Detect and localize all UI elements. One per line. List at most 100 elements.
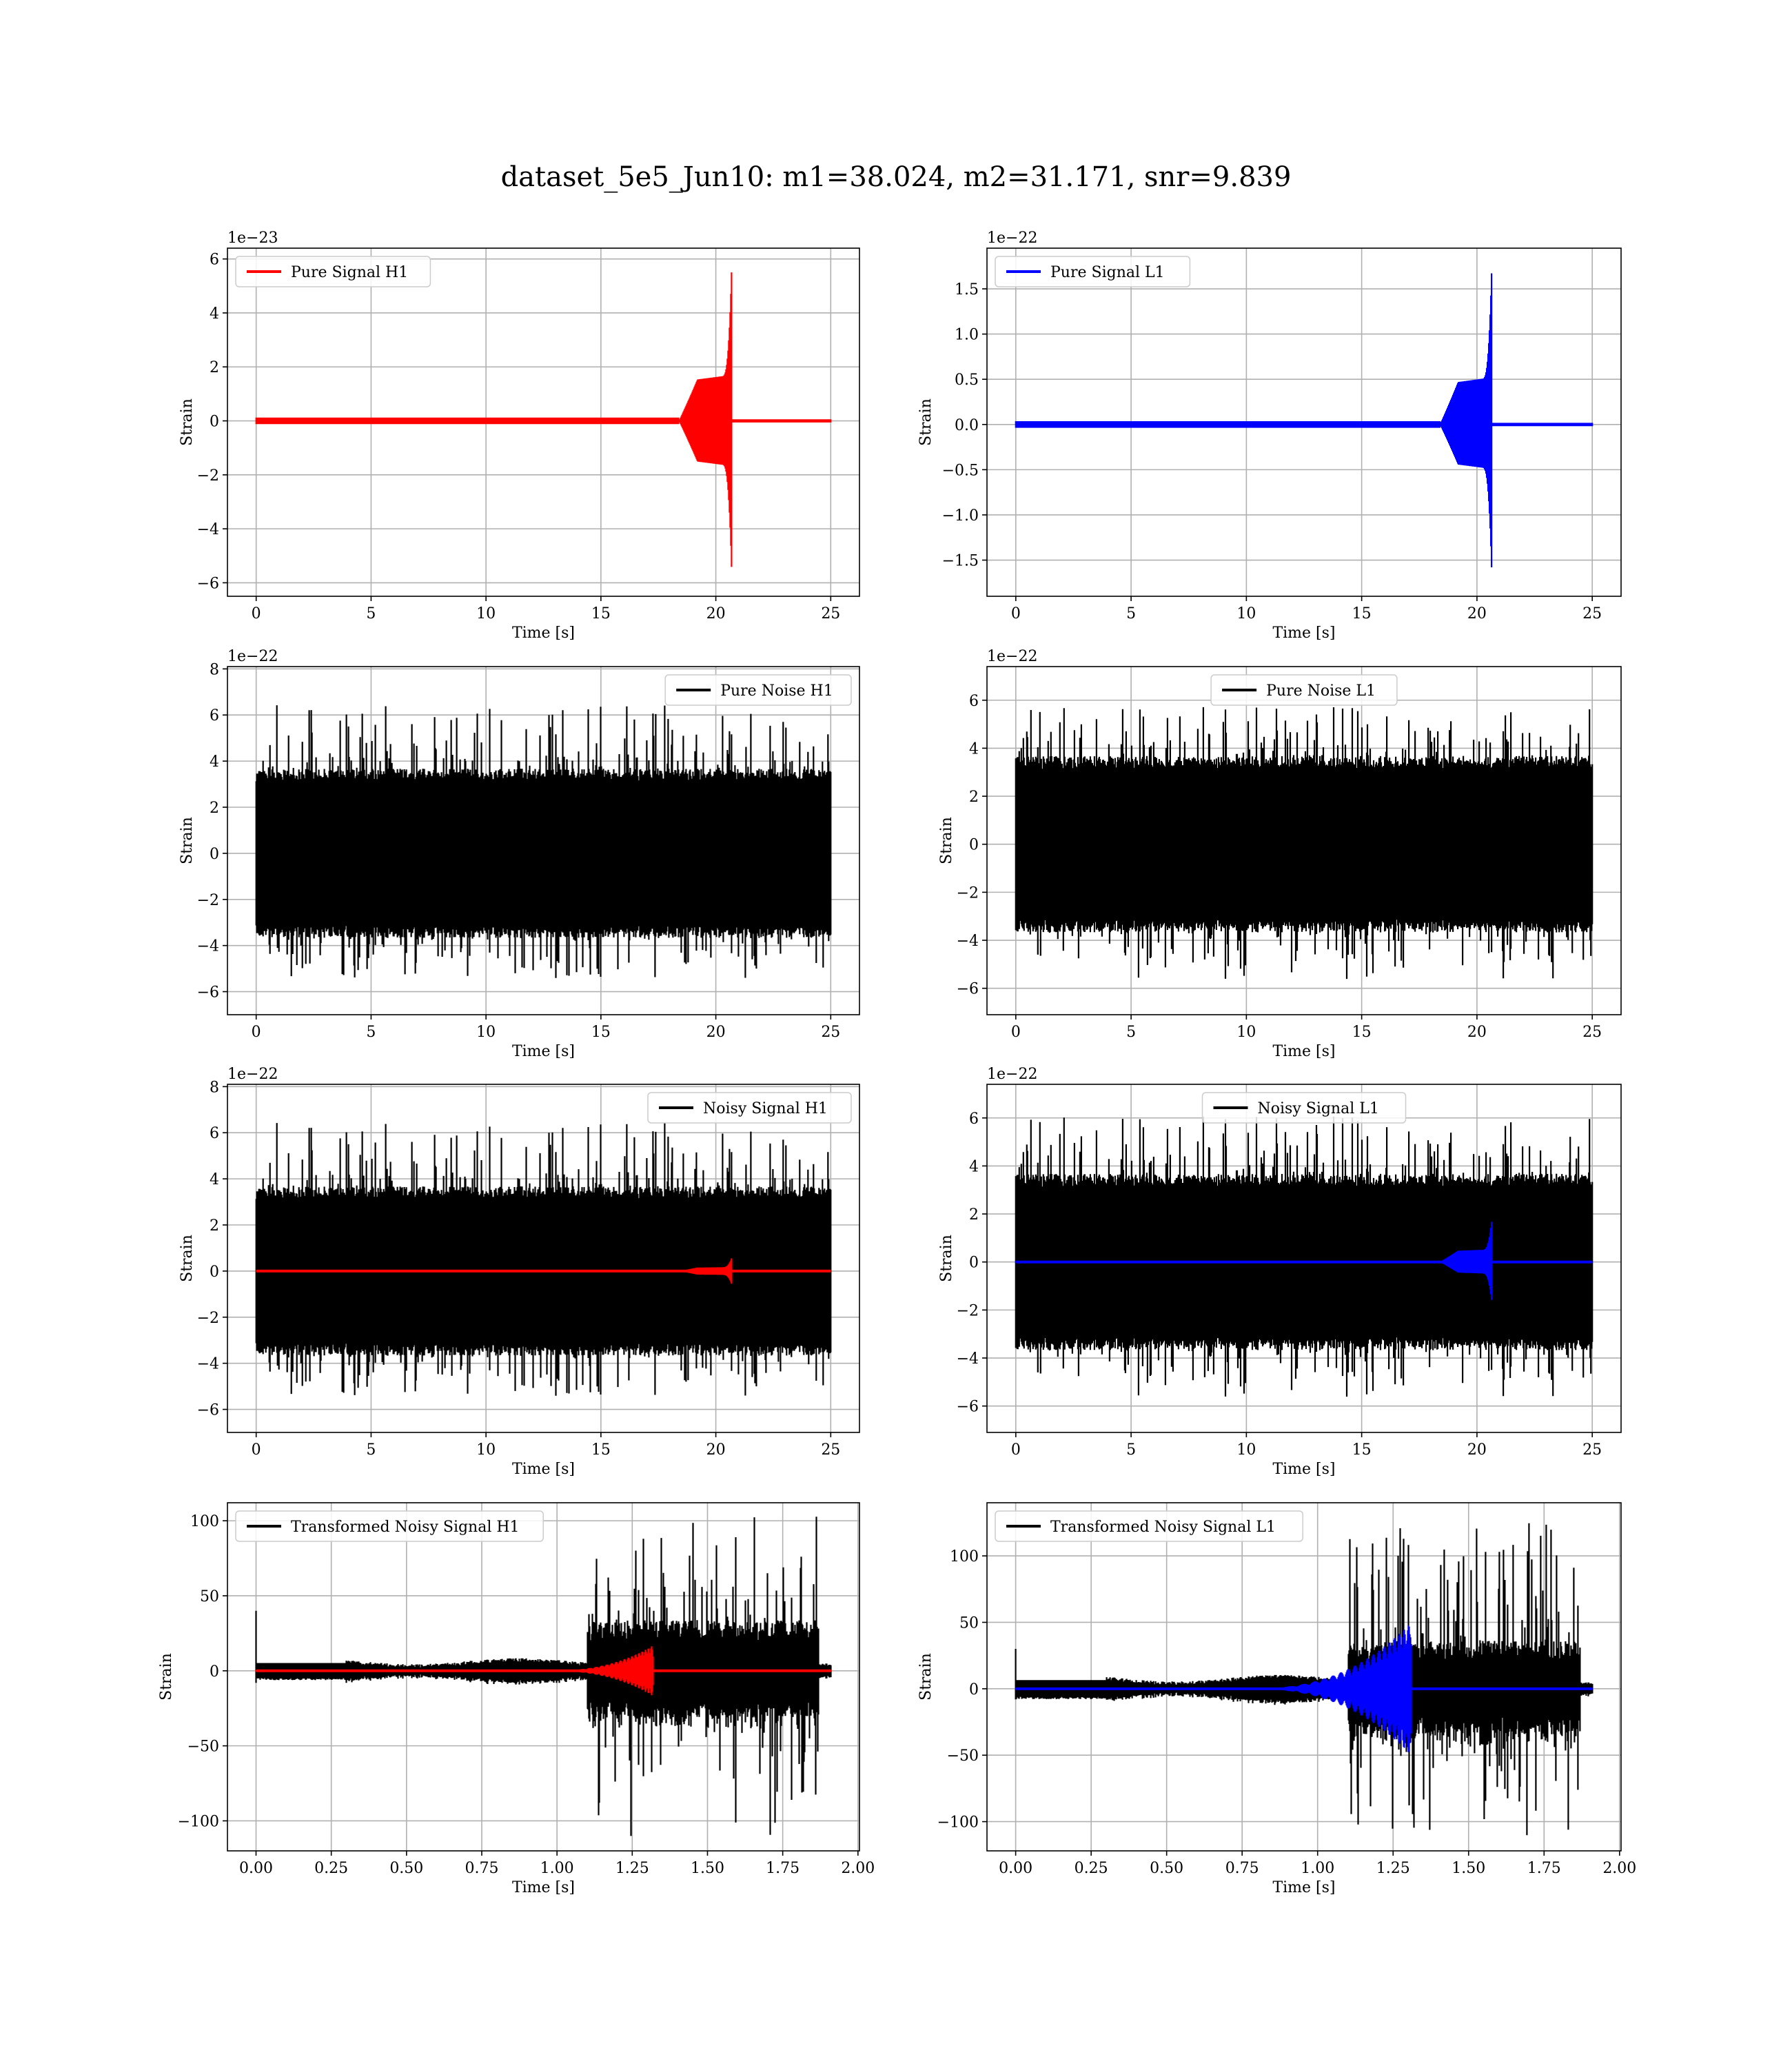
y-tick-label: −2 (197, 467, 219, 485)
x-tick-label: 5 (366, 1024, 376, 1041)
x-tick-label: 10 (476, 1441, 496, 1459)
y-tick-label: 0 (969, 837, 979, 854)
y-tick-label: 50 (959, 1614, 979, 1632)
x-tick-label: 25 (821, 1024, 840, 1041)
axes-frame (227, 1084, 860, 1433)
legend-box (995, 1510, 1303, 1542)
y-tick-label: −2 (957, 1302, 979, 1319)
legend: Transformed Noisy Signal H1 (235, 1510, 544, 1542)
x-tick-label: 25 (1582, 605, 1602, 622)
y-tick-label: 2 (969, 1206, 979, 1224)
y-tick-label: −6 (957, 981, 979, 998)
y-tick-label: 100 (950, 1548, 979, 1565)
y-tick-label: 0 (210, 846, 219, 863)
y-tick-label: −100 (937, 1814, 979, 1832)
legend-label: Noisy Signal H1 (703, 1100, 828, 1117)
y-axis-label: Strain (938, 1235, 955, 1282)
y-tick-label: −4 (197, 521, 219, 538)
x-tick-label: 20 (706, 1024, 726, 1041)
x-tick-label: 0 (252, 1441, 261, 1459)
y-axis-label: Strain (938, 817, 955, 864)
x-tick-label: 25 (821, 605, 840, 622)
y-tick-label: 4 (969, 740, 979, 758)
x-axis-label: Time [s] (1272, 625, 1335, 642)
series-transformed-noisy-signal-h1 (255, 1517, 832, 1836)
x-tick-label: 0 (1011, 1441, 1021, 1459)
x-axis-label: Time [s] (512, 1043, 575, 1060)
y-tick-label: −4 (197, 1356, 219, 1373)
x-tick-label: 2.00 (841, 1860, 875, 1877)
x-tick-label: 0.25 (1075, 1860, 1108, 1877)
offset-text: 1e−22 (227, 648, 278, 665)
y-tick-label: 8 (210, 661, 219, 678)
y-tick-label: 1.5 (955, 281, 979, 298)
series-pure-signal-l1 (1015, 273, 1594, 567)
y-tick-label: 6 (969, 693, 979, 710)
x-axis-label: Time [s] (1272, 1461, 1335, 1478)
axes-frame (227, 247, 860, 597)
x-tick-label: 10 (476, 605, 496, 622)
legend-box (235, 1510, 544, 1542)
y-tick-label: 6 (969, 1111, 979, 1128)
y-tick-label: −2 (957, 884, 979, 902)
legend-box (1210, 674, 1398, 706)
subplot-transformed-noisy-signal-l1: 0.00 0.25 0.50 0.75 1.00 1.25 1.50 1.75 2.00 100 5… (917, 1502, 1636, 1896)
x-tick-label: 15 (591, 1024, 611, 1041)
x-tick-label: 0.50 (1150, 1860, 1183, 1877)
legend: Transformed Noisy Signal L1 (995, 1510, 1303, 1542)
offset-text: 1e−22 (987, 1066, 1037, 1083)
x-tick-label: 5 (366, 605, 376, 622)
y-tick-label: −4 (957, 1350, 979, 1368)
x-tick-label: 15 (1352, 1441, 1372, 1459)
y-tick-label: 8 (210, 1079, 219, 1096)
x-tick-label: 0 (1011, 605, 1021, 622)
y-tick-label: 100 (190, 1513, 219, 1530)
axes-frame (986, 1502, 1622, 1852)
y-tick-label: −2 (197, 892, 219, 909)
x-tick-label: 10 (1236, 1024, 1256, 1041)
y-tick-label: −50 (187, 1738, 219, 1756)
offset-text: 1e−22 (987, 230, 1037, 247)
axes-frame (227, 1502, 860, 1852)
y-axis-label: Strain (179, 1235, 196, 1282)
y-tick-label: −0.5 (942, 462, 979, 479)
y-tick-label: 4 (210, 753, 219, 771)
offset-text: 1e−22 (987, 648, 1037, 665)
legend: Pure Signal L1 (995, 256, 1191, 287)
x-tick-label: 10 (1236, 605, 1256, 622)
offset-text: 1e−22 (227, 1066, 278, 1083)
y-tick-label: −1.0 (942, 507, 979, 525)
x-tick-label: 5 (366, 1441, 376, 1459)
x-tick-label: 20 (706, 1441, 726, 1459)
y-tick-label: 0 (210, 414, 219, 431)
x-tick-label: 0 (1011, 1024, 1021, 1041)
y-tick-label: 6 (210, 252, 219, 269)
y-tick-label: −6 (957, 1399, 979, 1416)
x-tick-label: 15 (1352, 1024, 1372, 1041)
y-tick-label: 6 (210, 1125, 219, 1142)
x-tick-label: 20 (1467, 605, 1487, 622)
x-tick-label: 1.75 (1527, 1860, 1561, 1877)
y-tick-label: −100 (178, 1813, 219, 1830)
series-noisy-signal-l1 (1015, 1116, 1594, 1397)
legend-label: Transformed Noisy Signal H1 (291, 1519, 520, 1536)
series-transformed-noisy-signal-l1 (1015, 1523, 1594, 1836)
y-tick-label: −6 (197, 1402, 219, 1419)
y-axis-label: Strain (179, 817, 196, 864)
x-tick-label: 0 (252, 605, 261, 622)
x-axis-label: Time [s] (512, 1879, 575, 1896)
x-tick-label: 15 (591, 605, 611, 622)
y-tick-label: −6 (197, 575, 219, 592)
y-tick-label: 2 (210, 800, 219, 817)
y-tick-label: 50 (200, 1588, 219, 1605)
x-tick-label: 20 (1467, 1441, 1487, 1459)
x-tick-label: 20 (706, 605, 726, 622)
legend-label: Pure Noise L1 (1266, 682, 1376, 700)
x-tick-label: 15 (591, 1441, 611, 1459)
y-tick-label: 4 (969, 1158, 979, 1175)
